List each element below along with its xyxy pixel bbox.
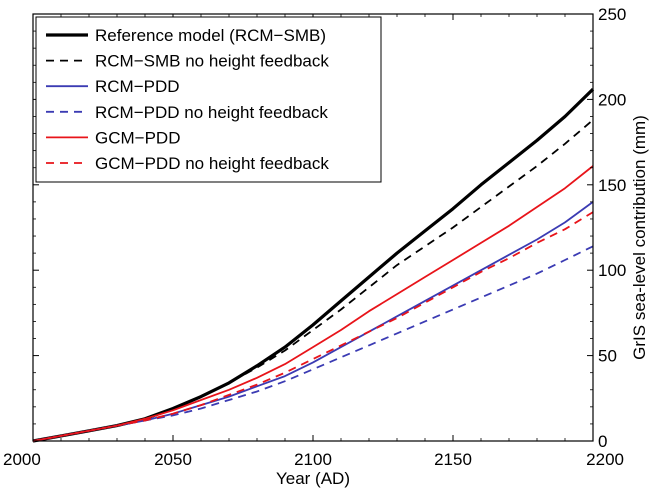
legend-entry-2: RCM−SMB no height feedback	[46, 52, 329, 71]
series-line-4	[32, 245, 594, 442]
x-tick-label-1: 2000	[3, 450, 41, 469]
legend-label-6: GCM−PDD no height feedback	[95, 154, 329, 173]
x-tick-label-4: 2150	[434, 450, 472, 469]
legend-entry-3: RCM−PDD	[46, 77, 180, 96]
y-tick-label-4: 150	[598, 176, 626, 195]
series-line-3	[32, 201, 594, 442]
legend-label-3: RCM−PDD	[95, 77, 180, 96]
y-tick-label-6: 250	[598, 5, 626, 24]
legend-label-1: Reference model (RCM−SMB)	[95, 26, 326, 45]
legend-label-5: GCM−PDD	[95, 128, 180, 147]
y-tick-label-5: 200	[598, 90, 626, 109]
series-layer	[32, 88, 595, 443]
x-tick-label-3: 2100	[294, 450, 332, 469]
legend: Reference model (RCM−SMB) RCM−SMB no hei…	[35, 16, 382, 183]
legend-entry-4: RCM−PDD no height feedback	[46, 103, 328, 122]
legend-box	[35, 16, 382, 183]
legend-entry-5: GCM−PDD	[46, 128, 180, 147]
y-tick-label-3: 100	[598, 261, 626, 280]
legend-entry-1: Reference model (RCM−SMB)	[46, 26, 326, 45]
y-tick-label-1: 0	[598, 432, 607, 451]
series-line-2	[32, 119, 594, 442]
y-tick-label-2: 50	[598, 347, 617, 366]
x-tick-label-2: 2050	[154, 450, 192, 469]
series-line-5	[32, 165, 594, 442]
legend-label-4: RCM−PDD no height feedback	[95, 103, 328, 122]
y-axis-title: GrIS sea-level contribution (mm)	[630, 115, 649, 360]
legend-entry-6: GCM−PDD no height feedback	[46, 154, 329, 173]
x-axis-title: Year (AD)	[276, 469, 350, 488]
legend-label-2: RCM−SMB no height feedback	[95, 52, 329, 71]
x-tick-label-5: 2200	[586, 450, 624, 469]
